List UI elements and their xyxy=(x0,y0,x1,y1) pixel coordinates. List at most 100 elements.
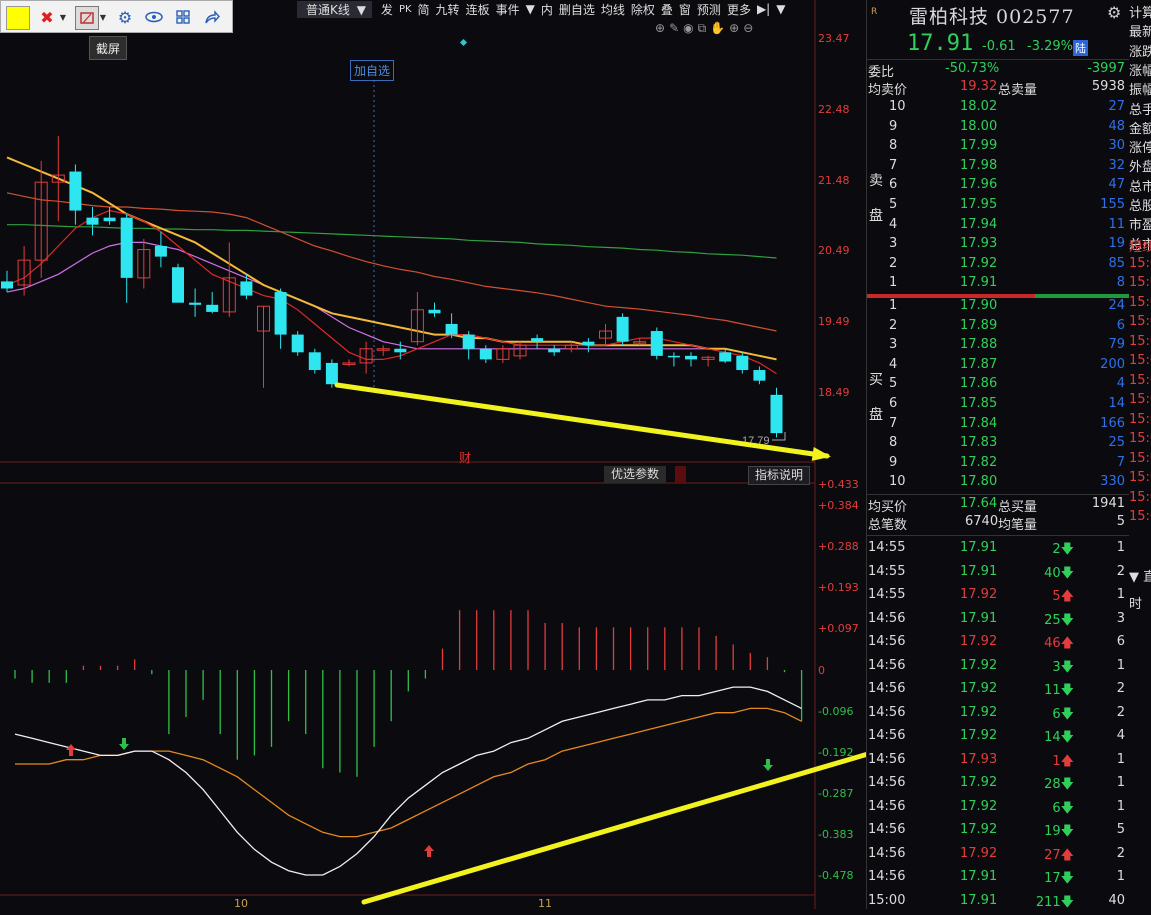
screenshot-dropdown-icon[interactable]: ▼ xyxy=(99,12,107,22)
visibility-eye-icon[interactable] xyxy=(143,6,165,28)
indicator-description-button[interactable]: 指标说明 xyxy=(748,466,811,485)
add-favorite-button[interactable]: 加自选 xyxy=(350,60,395,81)
tick-price: 17.92 xyxy=(960,728,998,743)
tick-count: 2 xyxy=(1116,681,1125,696)
ask-row[interactable]: 5 17.95 155 xyxy=(867,196,1129,215)
menu-item-window[interactable]: 窗 xyxy=(678,2,691,17)
bid-row[interactable]: 10 17.80 330 xyxy=(867,473,1129,492)
indicator-tick: -0.383 xyxy=(818,828,854,841)
pen-icon[interactable]: ✎ xyxy=(669,21,680,35)
stats-label: 总手 xyxy=(1129,102,1151,118)
kline-type-select[interactable]: 普通K线 ▼ xyxy=(297,0,372,18)
tick-row[interactable]: 14:56 17.92 3🡇 1 xyxy=(867,657,1129,676)
tick-row[interactable]: 15:00 17.91 211🡇 40 xyxy=(867,892,1129,911)
menu-item-fa[interactable]: 发 xyxy=(380,2,393,17)
bid-row[interactable]: 8 17.83 25 xyxy=(867,434,1129,453)
sell-strength-bar xyxy=(867,294,1035,298)
zoom-out-icon[interactable]: ⊖ xyxy=(743,21,754,35)
tick-list[interactable]: 14:55 17.91 2🡇 1 14:55 17.91 40🡇 2 14:55 17.92 5🡅 1… xyxy=(867,535,1129,910)
menu-dropdown-icon[interactable]: ▼ xyxy=(525,2,535,16)
menu-item-delete-fav[interactable]: 删自选 xyxy=(558,2,595,17)
delete-icon[interactable]: ✖ xyxy=(40,7,54,27)
delete-dropdown-icon[interactable]: ▼ xyxy=(59,12,67,22)
menu-item-overlay[interactable]: 叠 xyxy=(660,2,673,17)
ask-row[interactable]: 7 17.98 32 xyxy=(867,157,1129,176)
share-icon[interactable] xyxy=(201,6,223,28)
bid-level: 9 xyxy=(889,454,898,470)
menu-item-more[interactable]: 更多 xyxy=(726,2,751,17)
menu-item-nei[interactable]: 内 xyxy=(540,2,553,17)
nav-dropdown-icon[interactable]: ▼ xyxy=(776,2,786,16)
target-icon[interactable]: ⊕ xyxy=(655,21,666,35)
buy-signal-icon xyxy=(66,744,76,750)
kline-chart-area[interactable]: 17.79 ✖ ▼ ▼ ⚙ 截屏 普通K线 ▼ 发 PK 简 九转 连板 事件 … xyxy=(0,0,866,910)
ask-row[interactable]: 6 17.96 47 xyxy=(867,176,1129,195)
candle-body-down xyxy=(172,267,184,303)
eye-icon[interactable]: ◉ xyxy=(683,21,694,35)
indicator-tick: 0 xyxy=(818,664,825,677)
tick-row[interactable]: 14:56 17.92 6🡇 1 xyxy=(867,798,1129,817)
bid-row[interactable]: 1 17.90 24 xyxy=(867,297,1129,316)
total-buy-label: 总买量 xyxy=(998,500,1038,515)
nav-end-icon[interactable]: ▶| xyxy=(756,2,771,16)
candle-body-up xyxy=(599,330,612,339)
menu-item-jian[interactable]: 简 xyxy=(417,2,430,17)
tick-row[interactable]: 14:56 17.92 28🡇 1 xyxy=(867,774,1129,793)
tick-row[interactable]: 14:56 17.93 1🡅 1 xyxy=(867,751,1129,770)
bid-row[interactable]: 3 17.88 79 xyxy=(867,336,1129,355)
ask-row[interactable]: 8 17.99 30 xyxy=(867,137,1129,156)
hand-icon[interactable]: ✋ xyxy=(710,21,726,35)
settings-gear-icon[interactable]: ⚙ xyxy=(117,7,133,27)
avg-sell-label: 均卖价 xyxy=(868,83,908,98)
price-tick: 20.49 xyxy=(818,244,850,257)
financial-report-marker[interactable]: 财 xyxy=(459,451,472,465)
bid-row[interactable]: 9 17.82 7 xyxy=(867,454,1129,473)
copy-icon[interactable]: ⧉ xyxy=(697,21,707,35)
menu-item-lianban[interactable]: 连板 xyxy=(465,2,490,17)
ask-volume: 47 xyxy=(1108,177,1125,193)
menu-item-shijian[interactable]: 事件 xyxy=(495,2,520,17)
ask-volume: 11 xyxy=(1108,216,1125,232)
bid-row[interactable]: 4 17.87 200 xyxy=(867,356,1129,375)
screenshot-icon[interactable] xyxy=(75,6,99,30)
menu-item-pk[interactable]: PK xyxy=(398,3,412,15)
optimize-params-button[interactable]: 优选参数 xyxy=(604,466,667,483)
bid-row[interactable]: 7 17.84 166 xyxy=(867,415,1129,434)
menu-item-ma[interactable]: 均线 xyxy=(600,2,625,17)
candle-body-down xyxy=(206,304,219,312)
bid-price: 17.85 xyxy=(960,396,998,411)
ask-row[interactable]: 10 18.02 27 xyxy=(867,98,1129,117)
color-swatch-icon[interactable] xyxy=(6,6,30,30)
tick-row[interactable]: 14:56 17.91 25🡇 3 xyxy=(867,610,1129,629)
bid-row[interactable]: 2 17.89 6 xyxy=(867,317,1129,336)
tick-row[interactable]: 14:55 17.92 5🡅 1 xyxy=(867,586,1129,605)
tick-row[interactable]: 14:56 17.92 6🡇 2 xyxy=(867,704,1129,723)
tick-row[interactable]: 14:56 17.92 27🡅 2 xyxy=(867,845,1129,864)
tick-row[interactable]: 14:56 17.92 19🡇 5 xyxy=(867,821,1129,840)
tick-row[interactable]: 14:55 17.91 40🡇 2 xyxy=(867,563,1129,582)
tick-row[interactable]: 14:56 17.91 17🡇 1 xyxy=(867,868,1129,887)
candle-body-down xyxy=(189,302,202,305)
tick-time: 14:56 xyxy=(868,822,906,837)
tick-row[interactable]: 14:56 17.92 11🡇 2 xyxy=(867,680,1129,699)
tick-row[interactable]: 14:56 17.92 14🡇 4 xyxy=(867,727,1129,746)
ask-row[interactable]: 4 17.94 11 xyxy=(867,216,1129,235)
ask-row[interactable]: 9 18.00 48 xyxy=(867,118,1129,137)
menu-item-exright[interactable]: 除权 xyxy=(630,2,655,17)
zoom-in-icon[interactable]: ⊕ xyxy=(729,21,740,35)
ask-row[interactable]: 1 17.91 8 xyxy=(867,274,1129,293)
menu-item-forecast[interactable]: 预测 xyxy=(696,2,721,17)
tick-row[interactable]: 14:55 17.91 2🡇 1 xyxy=(867,539,1129,558)
menu-item-jiuzhuan[interactable]: 九转 xyxy=(435,2,460,17)
price-change-percent: -3.29% xyxy=(1027,39,1073,54)
panel-settings-gear-icon[interactable]: ⚙ xyxy=(1107,3,1122,22)
bid-row[interactable]: 6 17.85 14 xyxy=(867,395,1129,414)
tick-row[interactable]: 14:56 17.92 46🡅 6 xyxy=(867,633,1129,652)
candle-body-up xyxy=(410,309,424,343)
ask-row[interactable]: 3 17.93 19 xyxy=(867,235,1129,254)
avg-sell-value: 19.32 xyxy=(960,79,998,94)
ask-row[interactable]: 2 17.92 85 xyxy=(867,255,1129,274)
layout-grid-icon[interactable] xyxy=(173,6,193,28)
kline-chart-svg[interactable]: 17.79 xyxy=(0,0,866,909)
bid-row[interactable]: 5 17.86 4 xyxy=(867,375,1129,394)
